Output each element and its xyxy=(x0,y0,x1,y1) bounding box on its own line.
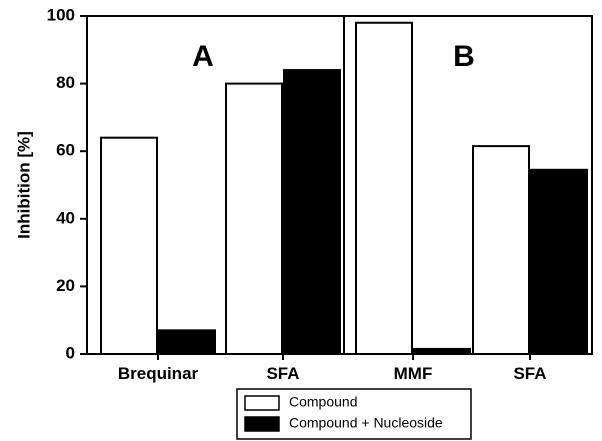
bar-compound xyxy=(355,21,413,355)
legend-swatch xyxy=(244,416,280,432)
y-tick-label: 80 xyxy=(56,73,75,92)
bar-compound xyxy=(100,136,158,355)
panel-label-b: B xyxy=(453,40,475,73)
chart-bars xyxy=(100,21,588,356)
bar-compound-nucleoside xyxy=(530,168,588,355)
y-tick-label: 20 xyxy=(56,276,75,295)
panel-label-a: A xyxy=(192,40,214,73)
legend-label: Compound + Nucleoside xyxy=(289,415,443,431)
bar-compound-nucleoside xyxy=(283,69,341,356)
bar-compound-nucleoside xyxy=(413,347,471,355)
bar-compound xyxy=(225,82,283,355)
chart-labels: 0 20 40 60 80 100 Brequinar SFA MMF SFA A B xyxy=(47,5,547,383)
y-tick-label: 0 xyxy=(66,343,75,362)
x-tick-label: SFA xyxy=(266,364,299,383)
x-tick-label: Brequinar xyxy=(118,364,199,383)
y-tick-label: 60 xyxy=(56,141,75,160)
x-tick-label: SFA xyxy=(513,364,546,383)
x-tick-label: MMF xyxy=(394,364,433,383)
bar-compound xyxy=(472,145,530,355)
legend-swatch xyxy=(244,395,280,411)
y-axis-title: Inhibition [%] xyxy=(14,131,33,239)
y-tick-label: 40 xyxy=(56,208,75,227)
legend-label: Compound xyxy=(289,394,358,410)
legend: Compound Compound + Nucleoside xyxy=(236,388,472,440)
y-tick-label: 100 xyxy=(47,5,75,24)
bar-compound-nucleoside xyxy=(158,329,216,355)
